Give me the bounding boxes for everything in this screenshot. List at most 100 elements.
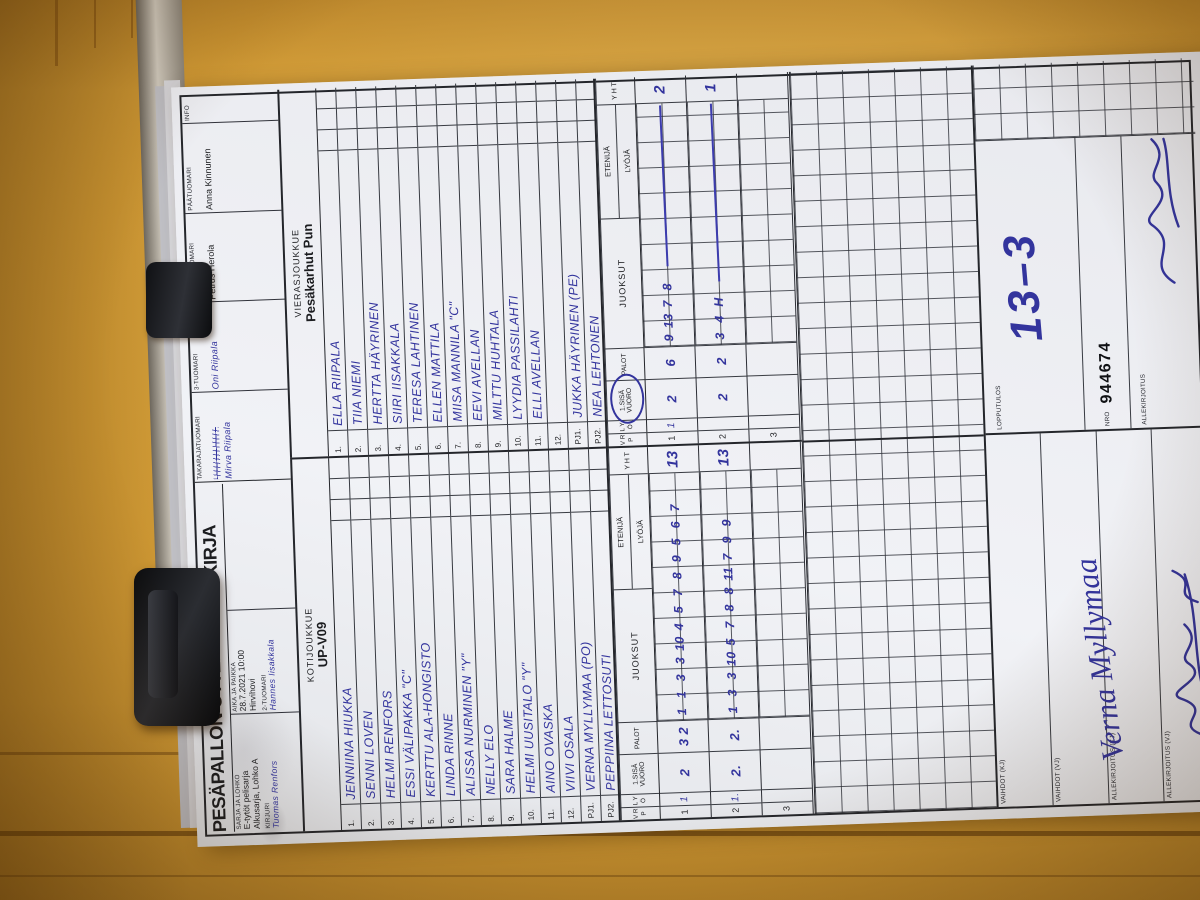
player-number: 3. bbox=[381, 801, 402, 829]
paatuomari-cell: PÄÄTUOMARI Anna Kinnunen bbox=[182, 119, 282, 213]
col-lyo-label: L Y Ö bbox=[619, 792, 660, 808]
run-entry: 7 bbox=[670, 588, 686, 597]
inning-number: 2 bbox=[711, 802, 762, 818]
vaihdot-kj-label: VAIHDOT (KJ) bbox=[999, 759, 1008, 804]
empty-cell bbox=[350, 498, 371, 521]
empty-cell bbox=[409, 454, 429, 477]
table-plank-gap bbox=[0, 831, 1200, 836]
player-number: 8. bbox=[481, 798, 501, 826]
partial-signature-scribble bbox=[1148, 137, 1180, 284]
empty-cell bbox=[329, 457, 349, 480]
run-entry: 8 bbox=[670, 571, 685, 580]
run-entry: 8 bbox=[721, 586, 737, 595]
empty-cell bbox=[548, 449, 569, 472]
run-entry: 1 bbox=[675, 707, 690, 716]
run-entry: 3 bbox=[725, 688, 740, 697]
run-entry: 6 bbox=[668, 520, 683, 529]
match-number: 944674 bbox=[1095, 340, 1116, 404]
yht-value: 2 bbox=[651, 84, 669, 95]
run-entry: 3 bbox=[712, 332, 728, 340]
takarajatuomari-cell: TAKARAJATUOMARI Mirva Riipala bbox=[191, 388, 291, 482]
inning-mark bbox=[761, 787, 813, 803]
palot-value: 2 bbox=[695, 343, 747, 378]
inning-mark: 1. bbox=[710, 789, 762, 805]
yht-value: 13 bbox=[715, 448, 733, 467]
col-vrp-label: V R P bbox=[607, 432, 647, 447]
empty-cell bbox=[509, 472, 530, 494]
run-entry: 1 bbox=[674, 690, 689, 699]
vuoro-value bbox=[747, 373, 799, 416]
empty-cell bbox=[550, 491, 571, 514]
palot-value bbox=[759, 715, 811, 750]
home-score-grid: V R P L Y Ö 1.SISÄ VUORO PALOT JUOKSUT E… bbox=[605, 441, 815, 821]
empty-cell bbox=[369, 456, 389, 478]
run-entry: H bbox=[711, 297, 727, 307]
empty-cell bbox=[556, 100, 577, 123]
juoksut-cells bbox=[737, 97, 797, 344]
vaihdot-vj-label: VAIHDOT (VJ) bbox=[1054, 757, 1063, 803]
yht-value bbox=[737, 72, 788, 100]
empty-cell bbox=[549, 470, 570, 493]
run-entry: 4 bbox=[712, 315, 727, 323]
player-number: 2. bbox=[361, 802, 382, 830]
empty-cell bbox=[429, 454, 449, 476]
inning-number: 3 bbox=[749, 426, 800, 442]
empty-cell bbox=[397, 126, 418, 149]
empty-cell bbox=[316, 87, 336, 110]
run-entry: 10 bbox=[724, 651, 739, 667]
empty-cell bbox=[449, 474, 470, 496]
vuoro-value: 2 bbox=[658, 751, 710, 793]
empty-cell bbox=[469, 473, 490, 496]
player-number: PJ1. bbox=[581, 794, 601, 822]
juoksut-cells bbox=[750, 467, 810, 718]
run-entry: 10 bbox=[672, 635, 688, 652]
empty-cell bbox=[476, 103, 497, 125]
empty-cell bbox=[489, 472, 510, 495]
empty-cell bbox=[516, 80, 536, 103]
palot-value: 6 bbox=[644, 345, 696, 380]
empty-cell bbox=[508, 451, 529, 473]
player-number: 9. bbox=[488, 423, 508, 451]
away-coach-signature-scribble bbox=[1171, 569, 1200, 737]
player-number: 10. bbox=[508, 423, 528, 450]
empty-cell bbox=[490, 493, 511, 516]
bottom-lattice bbox=[972, 57, 1196, 142]
empty-cell bbox=[349, 477, 370, 500]
paatuomari-label: PÄÄTUOMARI bbox=[185, 166, 195, 211]
player-number: 6. bbox=[428, 426, 448, 453]
run-entry: 13 bbox=[661, 313, 676, 329]
empty-cell bbox=[470, 494, 491, 517]
inning-mark bbox=[748, 413, 800, 429]
inning-mark: 1 bbox=[646, 417, 698, 433]
player-number: 11. bbox=[541, 796, 561, 824]
juoksut-label: JUOKSUT bbox=[599, 216, 644, 349]
vuoro-value: 2. bbox=[709, 749, 761, 792]
empty-cell bbox=[430, 496, 451, 518]
run-entry: 4 bbox=[672, 622, 687, 631]
palot-label: PALOT bbox=[617, 720, 658, 755]
allekirjoitus-label: ALLEKIRJOITUS bbox=[1139, 373, 1149, 425]
inning-mark bbox=[697, 415, 749, 431]
empty-cell bbox=[317, 129, 338, 152]
empty-cell bbox=[436, 83, 456, 106]
player-number: 11. bbox=[527, 422, 548, 450]
lopputulos-label: LOPPUTULOS bbox=[994, 385, 1004, 430]
final-score: 13–3 bbox=[993, 230, 1053, 344]
vuoro-value: 2 bbox=[696, 375, 748, 418]
empty-cell bbox=[456, 82, 476, 105]
bottom-right-block: LOPPUTULOS 13–3 NRO 944674 ALLEKIRJOITUS bbox=[972, 57, 1200, 436]
player-number: 3. bbox=[368, 428, 388, 455]
empty-cell bbox=[469, 452, 489, 475]
kirjuri-value: Tuomas Renfors bbox=[268, 760, 281, 829]
empty-cell bbox=[337, 129, 358, 151]
etenija-lyoja-header: ETENIJÄ LYÖJÄ bbox=[595, 103, 639, 219]
inning-number: 3 bbox=[762, 800, 813, 816]
header-spacer bbox=[223, 482, 295, 610]
empty-cell bbox=[369, 477, 390, 499]
empty-cell bbox=[476, 82, 496, 104]
header-meta-row: SARJA JA LOHKO E-tytöt pelisarja Alkusar… bbox=[221, 481, 304, 832]
empty-cell bbox=[410, 496, 431, 519]
player-number: 7. bbox=[448, 425, 468, 453]
away-team-section: VIERASJOUKKUE Pesäkarhut Pun 1. ELLA RII… bbox=[277, 78, 609, 460]
empty-cell bbox=[390, 497, 411, 520]
